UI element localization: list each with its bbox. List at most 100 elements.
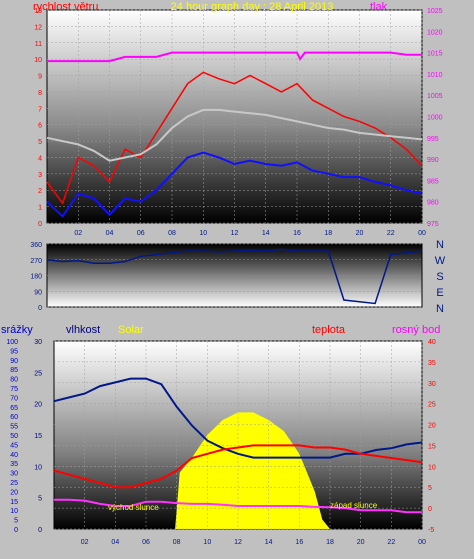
ytick-temp-label: 15 xyxy=(428,443,436,450)
ytick-temp-label: 40 xyxy=(428,339,436,346)
series-teplota xyxy=(53,444,423,489)
xtick-label: 06 xyxy=(142,539,150,546)
ytick-humidity-label: 20 xyxy=(34,402,42,409)
ytick-right-label: 1020 xyxy=(427,29,443,36)
ytick-rain-label: 0 xyxy=(14,527,18,534)
ytick-left-label: 1 xyxy=(38,205,42,212)
ytick-left-label: 13 xyxy=(34,8,42,15)
compass-label: S xyxy=(436,271,443,283)
ytick-humidity-label: 15 xyxy=(34,433,42,440)
series-rosný-bod xyxy=(54,498,422,514)
ytick-rain-label: 35 xyxy=(10,461,18,468)
ytick-rain-label: 80 xyxy=(10,377,18,384)
ytick-left-label: 3 xyxy=(38,172,42,179)
ytick-right-label: 1005 xyxy=(427,93,443,100)
ytick-left-label: 6 xyxy=(38,123,42,130)
xtick-label: 18 xyxy=(324,230,332,237)
ylabel-wind-speed: rychlost větru xyxy=(33,1,98,13)
xtick-label: 14 xyxy=(265,539,273,546)
xtick-label: 12 xyxy=(231,230,239,237)
ytick-rain-label: 50 xyxy=(10,433,18,440)
ytick-rain-label: 10 xyxy=(10,508,18,515)
ytick-rain-label: 45 xyxy=(10,442,18,449)
xtick-label: 02 xyxy=(74,230,82,237)
xtick-label: 16 xyxy=(293,230,301,237)
series-wind_trend xyxy=(46,108,423,162)
ytick-temp-label: 20 xyxy=(428,423,436,430)
compass-label: N xyxy=(436,303,444,315)
ytick-humidity-label: 30 xyxy=(34,339,42,346)
xtick-label: 10 xyxy=(203,539,211,546)
ytick-left-label: 5 xyxy=(38,139,42,146)
series-tlak xyxy=(47,51,422,63)
ytick-rain-label: 40 xyxy=(10,452,18,459)
ytick-rain-label: 85 xyxy=(10,367,18,374)
ytick-rain-label: 95 xyxy=(10,348,18,355)
annotation-sunset: západ slunce xyxy=(330,501,378,510)
ytick-right-label: 990 xyxy=(427,157,439,164)
ytick-humidity-label: 0 xyxy=(38,527,42,534)
ytick-direction-label: 90 xyxy=(34,289,42,296)
xtick-label: 10 xyxy=(199,230,207,237)
ytick-left-label: 11 xyxy=(35,41,42,48)
legend-rosny-bod: rosný bod xyxy=(392,324,440,336)
ytick-left-label: 0 xyxy=(38,221,42,228)
ytick-right-label: 1015 xyxy=(427,51,443,58)
xtick-label: 08 xyxy=(168,230,176,237)
ytick-temp-label: 10 xyxy=(428,464,436,471)
ytick-temp-label: 0 xyxy=(428,506,432,513)
ytick-right-label: 980 xyxy=(427,200,439,207)
ytick-left-label: 9 xyxy=(38,74,42,81)
compass-label: E xyxy=(436,287,443,299)
ytick-direction-label: 360 xyxy=(30,242,42,249)
ytick-rain-label: 60 xyxy=(10,414,18,421)
legend-vlhkost: vlhkost xyxy=(66,324,100,336)
xtick-label: 04 xyxy=(111,539,119,546)
chart1-title: 24 hour graph day : 28 April 2013 xyxy=(171,1,334,13)
ytick-left-label: 4 xyxy=(38,155,42,162)
ytick-humidity-label: 10 xyxy=(34,464,42,471)
xtick-label: 18 xyxy=(326,539,334,546)
ytick-right-label: 975 xyxy=(427,221,439,228)
annotation-sunrise: východ slunce xyxy=(108,503,159,512)
chart-rain-humidity-temp: 0510152025303540455055606570758085909510… xyxy=(1,324,440,546)
xtick-label: 14 xyxy=(262,230,270,237)
ytick-rain-label: 100 xyxy=(6,339,18,346)
series-wind-direction xyxy=(46,248,423,305)
series-wind_avg xyxy=(46,151,423,218)
ytick-rain-label: 5 xyxy=(14,518,18,525)
ytick-right-label: 1025 xyxy=(427,8,443,15)
ytick-left-label: 2 xyxy=(38,188,42,195)
compass-label: N xyxy=(436,239,444,251)
ytick-rain-label: 90 xyxy=(10,358,18,365)
xtick-label: 20 xyxy=(356,230,364,237)
ytick-left-label: 10 xyxy=(34,57,42,64)
ytick-right-label: 1000 xyxy=(427,115,443,122)
ytick-rain-label: 55 xyxy=(10,424,18,431)
ytick-rain-label: 25 xyxy=(10,480,18,487)
ytick-temp-label: 30 xyxy=(428,381,436,388)
xtick-label: 20 xyxy=(357,539,365,546)
ytick-rain-label: 70 xyxy=(10,395,18,402)
ytick-temp-label: 5 xyxy=(428,485,432,492)
ytick-humidity-label: 5 xyxy=(38,496,42,503)
xtick-label: 08 xyxy=(173,539,181,546)
xtick-label: 22 xyxy=(387,539,395,546)
ytick-rain-label: 75 xyxy=(10,386,18,393)
xtick-label: 22 xyxy=(387,230,395,237)
legend-srazky: srážky xyxy=(1,324,33,336)
series-wind_gust xyxy=(46,71,423,205)
ytick-right-label: 1010 xyxy=(427,72,443,79)
compass-label: W xyxy=(435,255,446,267)
ytick-direction-label: 270 xyxy=(30,258,42,265)
ylabel-pressure: tlak xyxy=(370,1,388,13)
ytick-left-label: 8 xyxy=(38,90,42,97)
xtick-label: 00 xyxy=(418,539,426,546)
ytick-rain-label: 30 xyxy=(10,471,18,478)
ytick-direction-label: 180 xyxy=(30,274,42,281)
ytick-temp-label: 25 xyxy=(428,402,436,409)
xtick-label: 16 xyxy=(295,539,303,546)
xtick-label: 06 xyxy=(137,230,145,237)
